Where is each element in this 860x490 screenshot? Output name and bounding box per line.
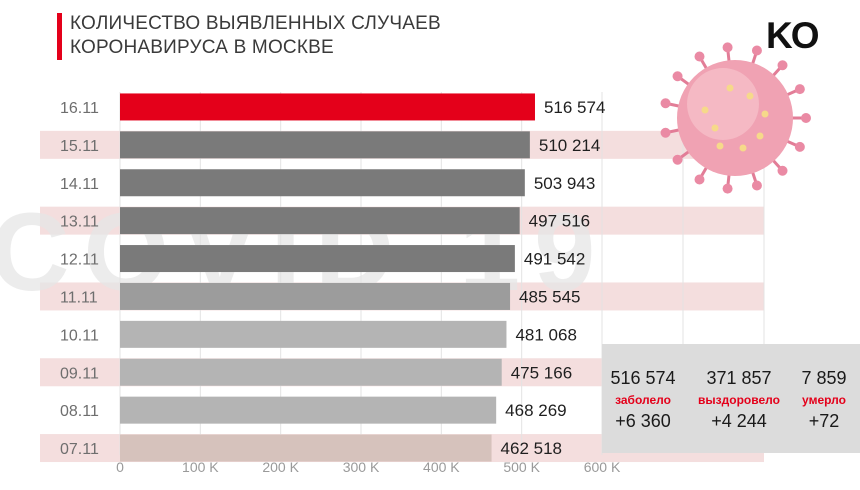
stat-recovered: 371 857 выздоровело +4 244 (696, 367, 782, 432)
value-label: 462 518 (501, 439, 562, 458)
stats-panel: 516 574 заболело +6 360 371 857 выздоров… (602, 344, 860, 453)
virus-dot (701, 106, 709, 114)
virus-spike-head (722, 183, 733, 194)
bar-11.11 (120, 282, 511, 310)
died-delta: +72 (808, 411, 840, 431)
value-label: 516 574 (544, 98, 605, 117)
value-label: 481 068 (515, 325, 576, 344)
value-label: 475 166 (511, 363, 572, 382)
infected-label: заболело (615, 393, 671, 407)
bar-09.11 (120, 358, 502, 386)
virus-spike-head (751, 180, 762, 191)
stat-died: 7 859 умерло +72 (794, 367, 854, 432)
bars (120, 93, 535, 462)
value-label: 497 516 (529, 212, 590, 231)
title-accent-bar (57, 13, 62, 60)
stat-infected: 516 574 заболело +6 360 (608, 367, 678, 432)
virus-spike-head (660, 98, 671, 109)
brand-logo: KO (766, 15, 819, 56)
category-label: 14.11 (60, 176, 99, 193)
category-label: 09.11 (60, 365, 99, 382)
value-label: 510 214 (539, 136, 600, 155)
virus-dot (716, 142, 724, 150)
virus-spike-head (672, 154, 683, 165)
virus-spike-head (794, 84, 805, 95)
virus-spike-head (672, 71, 683, 82)
bar-15.11 (120, 131, 530, 159)
x-tick-labels: 0 100 K 200 K 300 K 400 K 500 K 600 K (116, 459, 621, 475)
category-label: 07.11 (60, 441, 99, 458)
bar-10.11 (120, 320, 507, 348)
value-label: 468 269 (505, 401, 566, 420)
virus-dot (761, 110, 769, 118)
recovered-value: 371 857 (706, 368, 772, 388)
bar-13.11 (120, 207, 520, 235)
virus-dot (726, 84, 734, 92)
virus-spike-head (722, 42, 733, 53)
x-tick-label: 200 K (262, 459, 299, 475)
virus-spike-head (801, 113, 811, 123)
virus-spike-head (694, 51, 705, 62)
title-line-1: КОЛИЧЕСТВО ВЫЯВЛЕННЫХ СЛУЧАЕВ (70, 13, 441, 34)
x-tick-label: 500 K (503, 459, 540, 475)
category-labels: 16.11 15.11 14.11 13.11 12.11 11.11 10.11 09.11… (60, 100, 99, 458)
virus-spike-head (694, 174, 705, 185)
value-label: 491 542 (524, 250, 585, 269)
x-tick-label: 100 K (182, 459, 219, 475)
bar-08.11 (120, 396, 497, 424)
value-label: 485 545 (519, 287, 580, 306)
value-labels: 516 574 510 214 503 943 497 516 491 542 485 5… (501, 98, 606, 458)
virus-spike-head (777, 60, 788, 71)
virus-dot (739, 144, 747, 152)
category-label: 12.11 (60, 252, 99, 269)
category-label: 15.11 (60, 138, 99, 155)
x-tick-label: 600 K (584, 459, 621, 475)
died-label: умерло (802, 393, 846, 407)
virus-spike-head (777, 165, 788, 176)
category-label: 13.11 (60, 214, 99, 231)
coronavirus-illustration (660, 42, 811, 194)
virus-spike-head (794, 141, 805, 152)
category-label: 08.11 (60, 403, 99, 420)
category-label: 10.11 (60, 327, 99, 344)
virus-spike-head (660, 127, 671, 138)
bar-14.11 (120, 169, 525, 197)
page-title: КОЛИЧЕСТВО ВЫЯВЛЕННЫХ СЛУЧАЕВ КОРОНАВИРУ… (70, 12, 441, 60)
virus-spike-head (751, 45, 762, 56)
bar-12.11 (120, 245, 515, 273)
x-tick-label: 300 K (343, 459, 380, 475)
recovered-label: выздоровело (698, 393, 780, 407)
title-line-2: КОРОНАВИРУСА В МОСКВЕ (70, 37, 334, 58)
bar-16.11 (120, 93, 535, 121)
category-label: 11.11 (60, 289, 98, 306)
category-label: 16.11 (60, 100, 99, 117)
bar-07.11 (120, 434, 492, 462)
x-tick-label: 0 (116, 459, 124, 475)
recovered-delta: +4 244 (711, 411, 767, 431)
infected-delta: +6 360 (615, 411, 671, 431)
virus-dot (756, 132, 764, 140)
value-label: 503 943 (534, 174, 595, 193)
virus-dot (711, 124, 719, 132)
died-value: 7 859 (801, 368, 847, 388)
virus-highlight (687, 68, 759, 140)
x-tick-label: 400 K (423, 459, 460, 475)
virus-dot (746, 92, 754, 100)
infected-value: 516 574 (610, 368, 676, 388)
